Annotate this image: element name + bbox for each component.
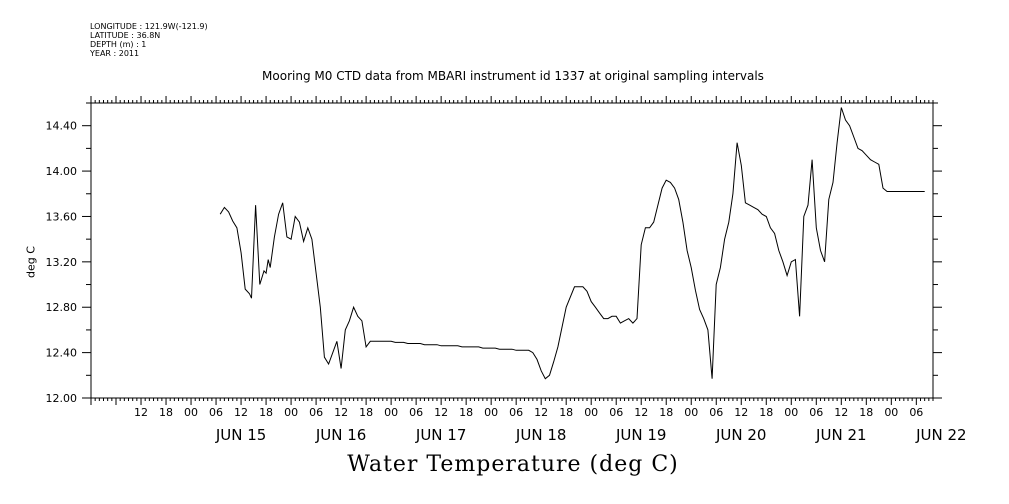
x-tick-label: 06 xyxy=(209,406,223,419)
y-tick-label: 12.00 xyxy=(46,392,78,405)
x-day-label: JUN 21 xyxy=(815,426,866,444)
x-tick-label: 06 xyxy=(809,406,823,419)
x-tick-label: 12 xyxy=(734,406,748,419)
x-tick-label: 06 xyxy=(709,406,723,419)
x-tick-label: 12 xyxy=(534,406,548,419)
y-tick-label: 14.00 xyxy=(46,165,78,178)
x-tick-label: 00 xyxy=(884,406,898,419)
x-tick-label: 12 xyxy=(234,406,248,419)
y-tick-label: 12.40 xyxy=(46,347,78,360)
x-tick-label: 18 xyxy=(659,406,673,419)
x-tick-label: 18 xyxy=(159,406,173,419)
x-day-label: JUN 20 xyxy=(715,426,766,444)
x-tick-label: 18 xyxy=(259,406,273,419)
x-axis: 12 18 00 06 12 18 00 06 12 18 00 06 12 18 00 06 12 18 00 06… xyxy=(91,96,967,444)
y-tick-label: 13.60 xyxy=(46,210,78,223)
x-day-label: JUN 16 xyxy=(315,426,366,444)
series-line xyxy=(220,108,925,379)
x-tick-label: 12 xyxy=(834,406,848,419)
x-tick-label: 18 xyxy=(559,406,573,419)
plot-frame xyxy=(91,103,933,398)
y-tick-label: 13.20 xyxy=(46,256,78,269)
x-tick-label: 06 xyxy=(509,406,523,419)
x-tick-label: 00 xyxy=(484,406,498,419)
x-tick-label: 00 xyxy=(184,406,198,419)
x-day-label: JUN 15 xyxy=(215,426,266,444)
x-tick-label: 12 xyxy=(134,406,148,419)
series-layer xyxy=(220,108,925,379)
x-tick-label: 00 xyxy=(384,406,398,419)
x-day-label: JUN 17 xyxy=(415,426,466,444)
x-tick-label: 18 xyxy=(459,406,473,419)
y-axis: 12.00 12.40 12.80 13.20 13.60 14.00 14.40 xyxy=(46,103,943,405)
plot-area: 12.00 12.40 12.80 13.20 13.60 14.00 14.40 12 18… xyxy=(0,0,1009,504)
x-tick-label: 06 xyxy=(409,406,423,419)
x-day-label: JUN 19 xyxy=(615,426,666,444)
x-tick-label: 06 xyxy=(909,406,923,419)
x-tick-label: 12 xyxy=(434,406,448,419)
x-tick-label: 18 xyxy=(359,406,373,419)
x-tick-label: 18 xyxy=(859,406,873,419)
y-tick-label: 14.40 xyxy=(46,120,78,133)
x-tick-label: 00 xyxy=(684,406,698,419)
plot-border xyxy=(91,103,933,398)
x-day-label: JUN 22 xyxy=(915,426,966,444)
x-tick-label: 06 xyxy=(309,406,323,419)
x-tick-label: 06 xyxy=(609,406,623,419)
x-tick-label: 12 xyxy=(334,406,348,419)
x-tick-label: 00 xyxy=(584,406,598,419)
x-tick-label: 00 xyxy=(284,406,298,419)
x-tick-label: 18 xyxy=(759,406,773,419)
x-tick-label: 12 xyxy=(634,406,648,419)
x-day-label: JUN 18 xyxy=(515,426,566,444)
y-tick-label: 12.80 xyxy=(46,301,78,314)
x-tick-label: 00 xyxy=(784,406,798,419)
